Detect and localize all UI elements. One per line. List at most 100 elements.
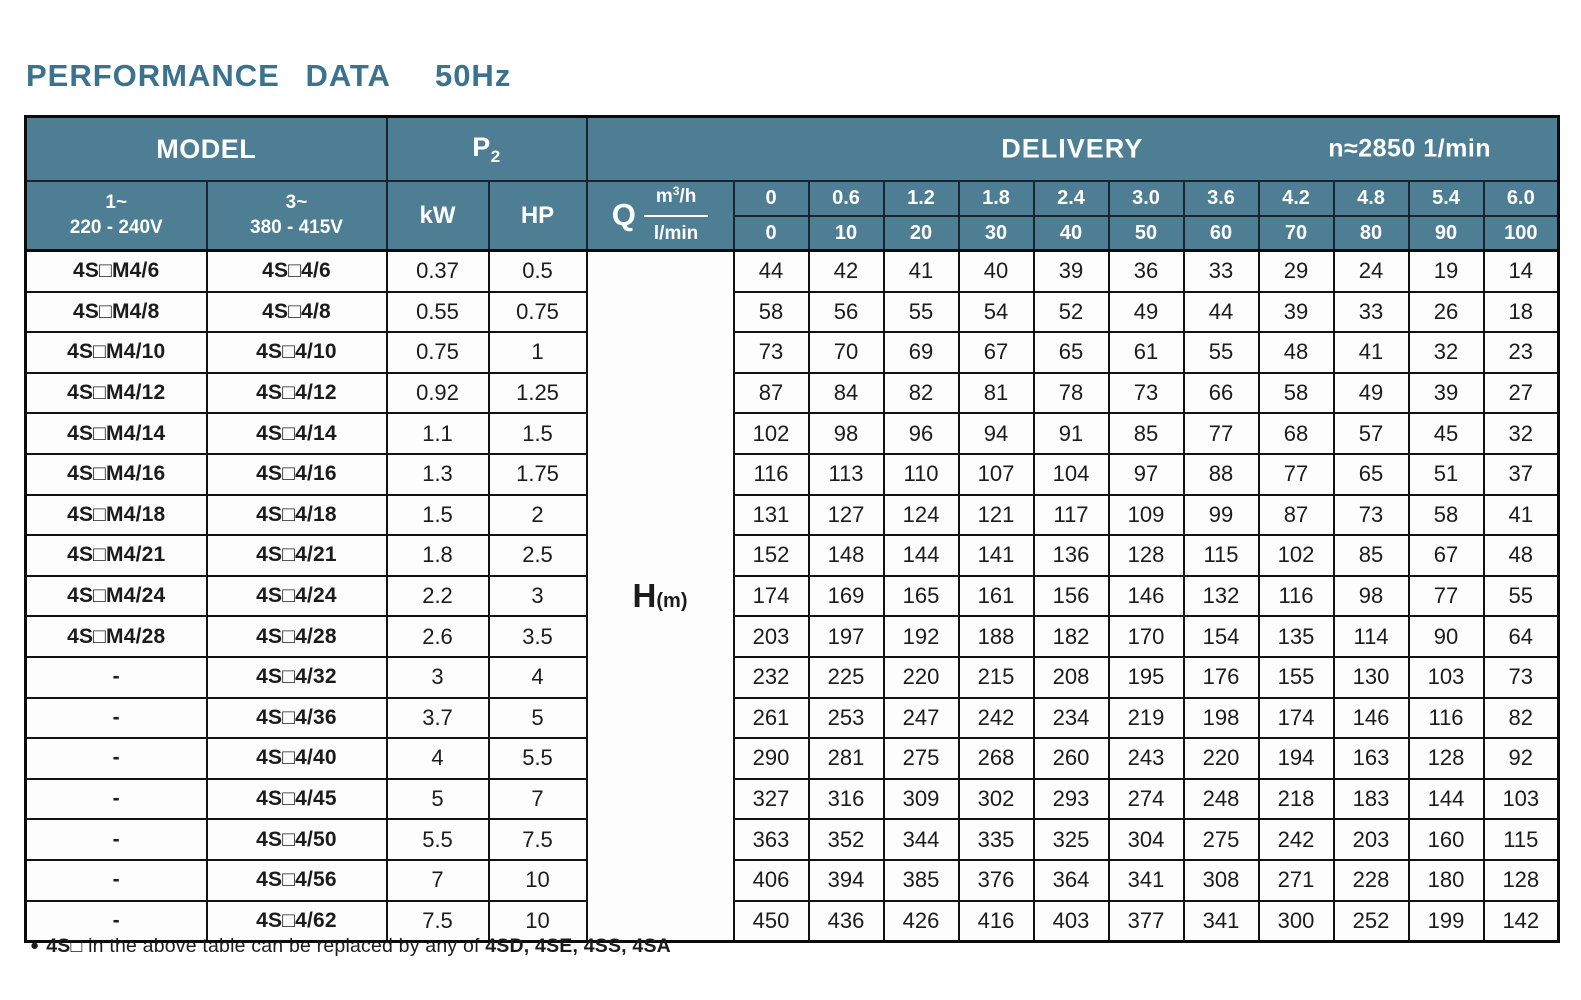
head-value-cell: 73: [1107, 371, 1185, 415]
flow-lmin-value: 60: [1209, 222, 1233, 244]
model-3phase-cell: 4S□4/18: [205, 493, 388, 537]
head-value-cell: 48: [1257, 331, 1335, 374]
unit-m3h: m3/h: [643, 183, 709, 217]
head-value-cell: 242: [1257, 818, 1335, 861]
head-value-cell: 66: [1182, 371, 1260, 415]
head-value-cell: 49: [1332, 371, 1410, 415]
head-value-cell: 335: [957, 818, 1035, 861]
head-value-cell: 109: [1107, 493, 1185, 537]
head-value-cell: 203: [732, 615, 810, 658]
performance-table: MODEL P2 DELIVERY n≈2850 1/min 1~ 220 - 2…: [24, 115, 1561, 944]
head-value-cell: 26: [1407, 290, 1485, 334]
model-1phase-cell: -: [24, 899, 208, 943]
head-value-cell: 426: [882, 899, 960, 943]
p2-base: P: [472, 131, 491, 162]
table-row: 4S□M4/18 4S□4/18 1.5 2 131 127 124 121 117 109 99 8…: [24, 493, 1560, 537]
head-value-cell: 23: [1482, 331, 1560, 374]
head-value-cell: 82: [1482, 696, 1560, 740]
model-1phase-cell: 4S□M4/24: [24, 574, 208, 618]
flow-lmin-value: 90: [1434, 222, 1458, 244]
model-3phase-cell: 4S□4/62: [205, 899, 388, 943]
model-1phase-cell: 4S□M4/10: [24, 331, 208, 374]
phase3-voltage: 380 - 415V: [250, 216, 343, 238]
head-value-cell: 174: [732, 574, 810, 618]
kw-cell: 5: [385, 777, 490, 821]
head-value-cell: 274: [1107, 777, 1185, 821]
head-value-cell: 58: [1407, 493, 1485, 537]
head-value-cell: 58: [732, 290, 810, 334]
table-row: -4S□4/62 7.5 10 450 436 426 416 403 377 341 300 252…: [24, 899, 1560, 943]
flow-column-header-9: 5.4 90: [1407, 180, 1485, 252]
head-value-cell: 242: [957, 696, 1035, 740]
head-value-cell: 14: [1482, 248, 1560, 293]
flow-lmin-value: 30: [984, 222, 1008, 244]
model-1phase-cell: 4S□M4/18: [24, 493, 208, 537]
h-symbol: H: [632, 577, 657, 615]
flow-lmin-value: 40: [1059, 222, 1083, 244]
p2-subscript: 2: [490, 146, 501, 166]
head-value-cell: 156: [1032, 574, 1110, 618]
head-value-cell: 304: [1107, 818, 1185, 861]
head-value-cell: 97: [1107, 452, 1185, 496]
head-value-cell: 302: [957, 777, 1035, 821]
table-row: -4S□4/45 5 7 327 316 309 302 293 274 248 218 183 144…: [24, 777, 1560, 821]
head-value-cell: 103: [1482, 777, 1560, 821]
hp-cell: 1.25: [487, 371, 588, 415]
head-value-cell: 136: [1032, 534, 1110, 577]
header-row-units: 1~ 220 - 240V 3~ 380 - 415V kW HP Q m3/h l…: [24, 180, 1560, 252]
head-value-cell: 232: [732, 655, 810, 699]
head-value-cell: 29: [1257, 248, 1335, 293]
head-value-cell: 32: [1407, 331, 1485, 374]
head-value-cell: 55: [1482, 574, 1560, 618]
head-value-cell: 102: [1257, 534, 1335, 577]
flow-m3h-value: 3.6: [1185, 183, 1257, 217]
head-value-cell: 67: [957, 331, 1035, 374]
head-value-cell: 376: [957, 858, 1035, 902]
head-value-cell: 344: [882, 818, 960, 861]
head-value-cell: 176: [1182, 655, 1260, 699]
table-row: 4S□M4/24 4S□4/24 2.2 3 174 169 165 161 156 146 132…: [24, 574, 1560, 618]
head-value-cell: 219: [1107, 696, 1185, 740]
head-value-cell: 192: [882, 615, 960, 658]
head-value-cell: 275: [1182, 818, 1260, 861]
head-value-cell: 41: [882, 248, 960, 293]
phase1-symbol: 1~: [105, 191, 128, 213]
hp-cell: 3.5: [487, 615, 588, 658]
head-value-cell: 52: [1032, 290, 1110, 334]
table-row: 4S□M4/14 4S□4/14 1.1 1.5 102 98 96 94 91 85 77 68 57…: [24, 412, 1560, 455]
flow-column-header-1: 0.6 10: [807, 180, 885, 252]
kw-cell: 0.92: [385, 371, 490, 415]
hp-cell: 5.5: [487, 737, 588, 780]
flow-m3h-value: 4.8: [1335, 183, 1407, 217]
head-value-cell: 85: [1332, 534, 1410, 577]
head-value-cell: 325: [1032, 818, 1110, 861]
hp-cell: 10: [487, 899, 588, 943]
head-value-cell: 19: [1407, 248, 1485, 293]
head-value-cell: 45: [1407, 412, 1485, 455]
footnote: ● 4S□ in the above table can be replaced …: [30, 935, 671, 958]
model-3phase-cell: 4S□4/45: [205, 777, 388, 821]
model-1phase-cell: -: [24, 737, 208, 780]
head-value-cell: 41: [1482, 493, 1560, 537]
hp-cell: 1: [487, 331, 588, 374]
head-value-cell: 352: [807, 818, 885, 861]
head-value-cell: 104: [1032, 452, 1110, 496]
header-row-groups: MODEL P2 DELIVERY n≈2850 1/min: [24, 115, 1560, 182]
head-value-cell: 327: [732, 777, 810, 821]
head-meters-label-cell: H(m): [585, 248, 735, 943]
head-value-cell: 174: [1257, 696, 1335, 740]
head-value-cell: 33: [1182, 248, 1260, 293]
head-value-cell: 341: [1107, 858, 1185, 902]
flow-column-header-5: 3.0 50: [1107, 180, 1185, 252]
flow-lmin-value: 50: [1134, 222, 1158, 244]
head-value-cell: 58: [1257, 371, 1335, 415]
model-1phase-cell: 4S□M4/21: [24, 534, 208, 577]
head-value-cell: 39: [1407, 371, 1485, 415]
head-value-cell: 90: [1407, 615, 1485, 658]
head-value-cell: 127: [807, 493, 885, 537]
head-value-cell: 94: [957, 412, 1035, 455]
model-1phase-cell: 4S□M4/14: [24, 412, 208, 455]
head-value-cell: 142: [1482, 899, 1560, 943]
model-3phase-cell: 4S□4/16: [205, 452, 388, 496]
head-value-cell: 308: [1182, 858, 1260, 902]
